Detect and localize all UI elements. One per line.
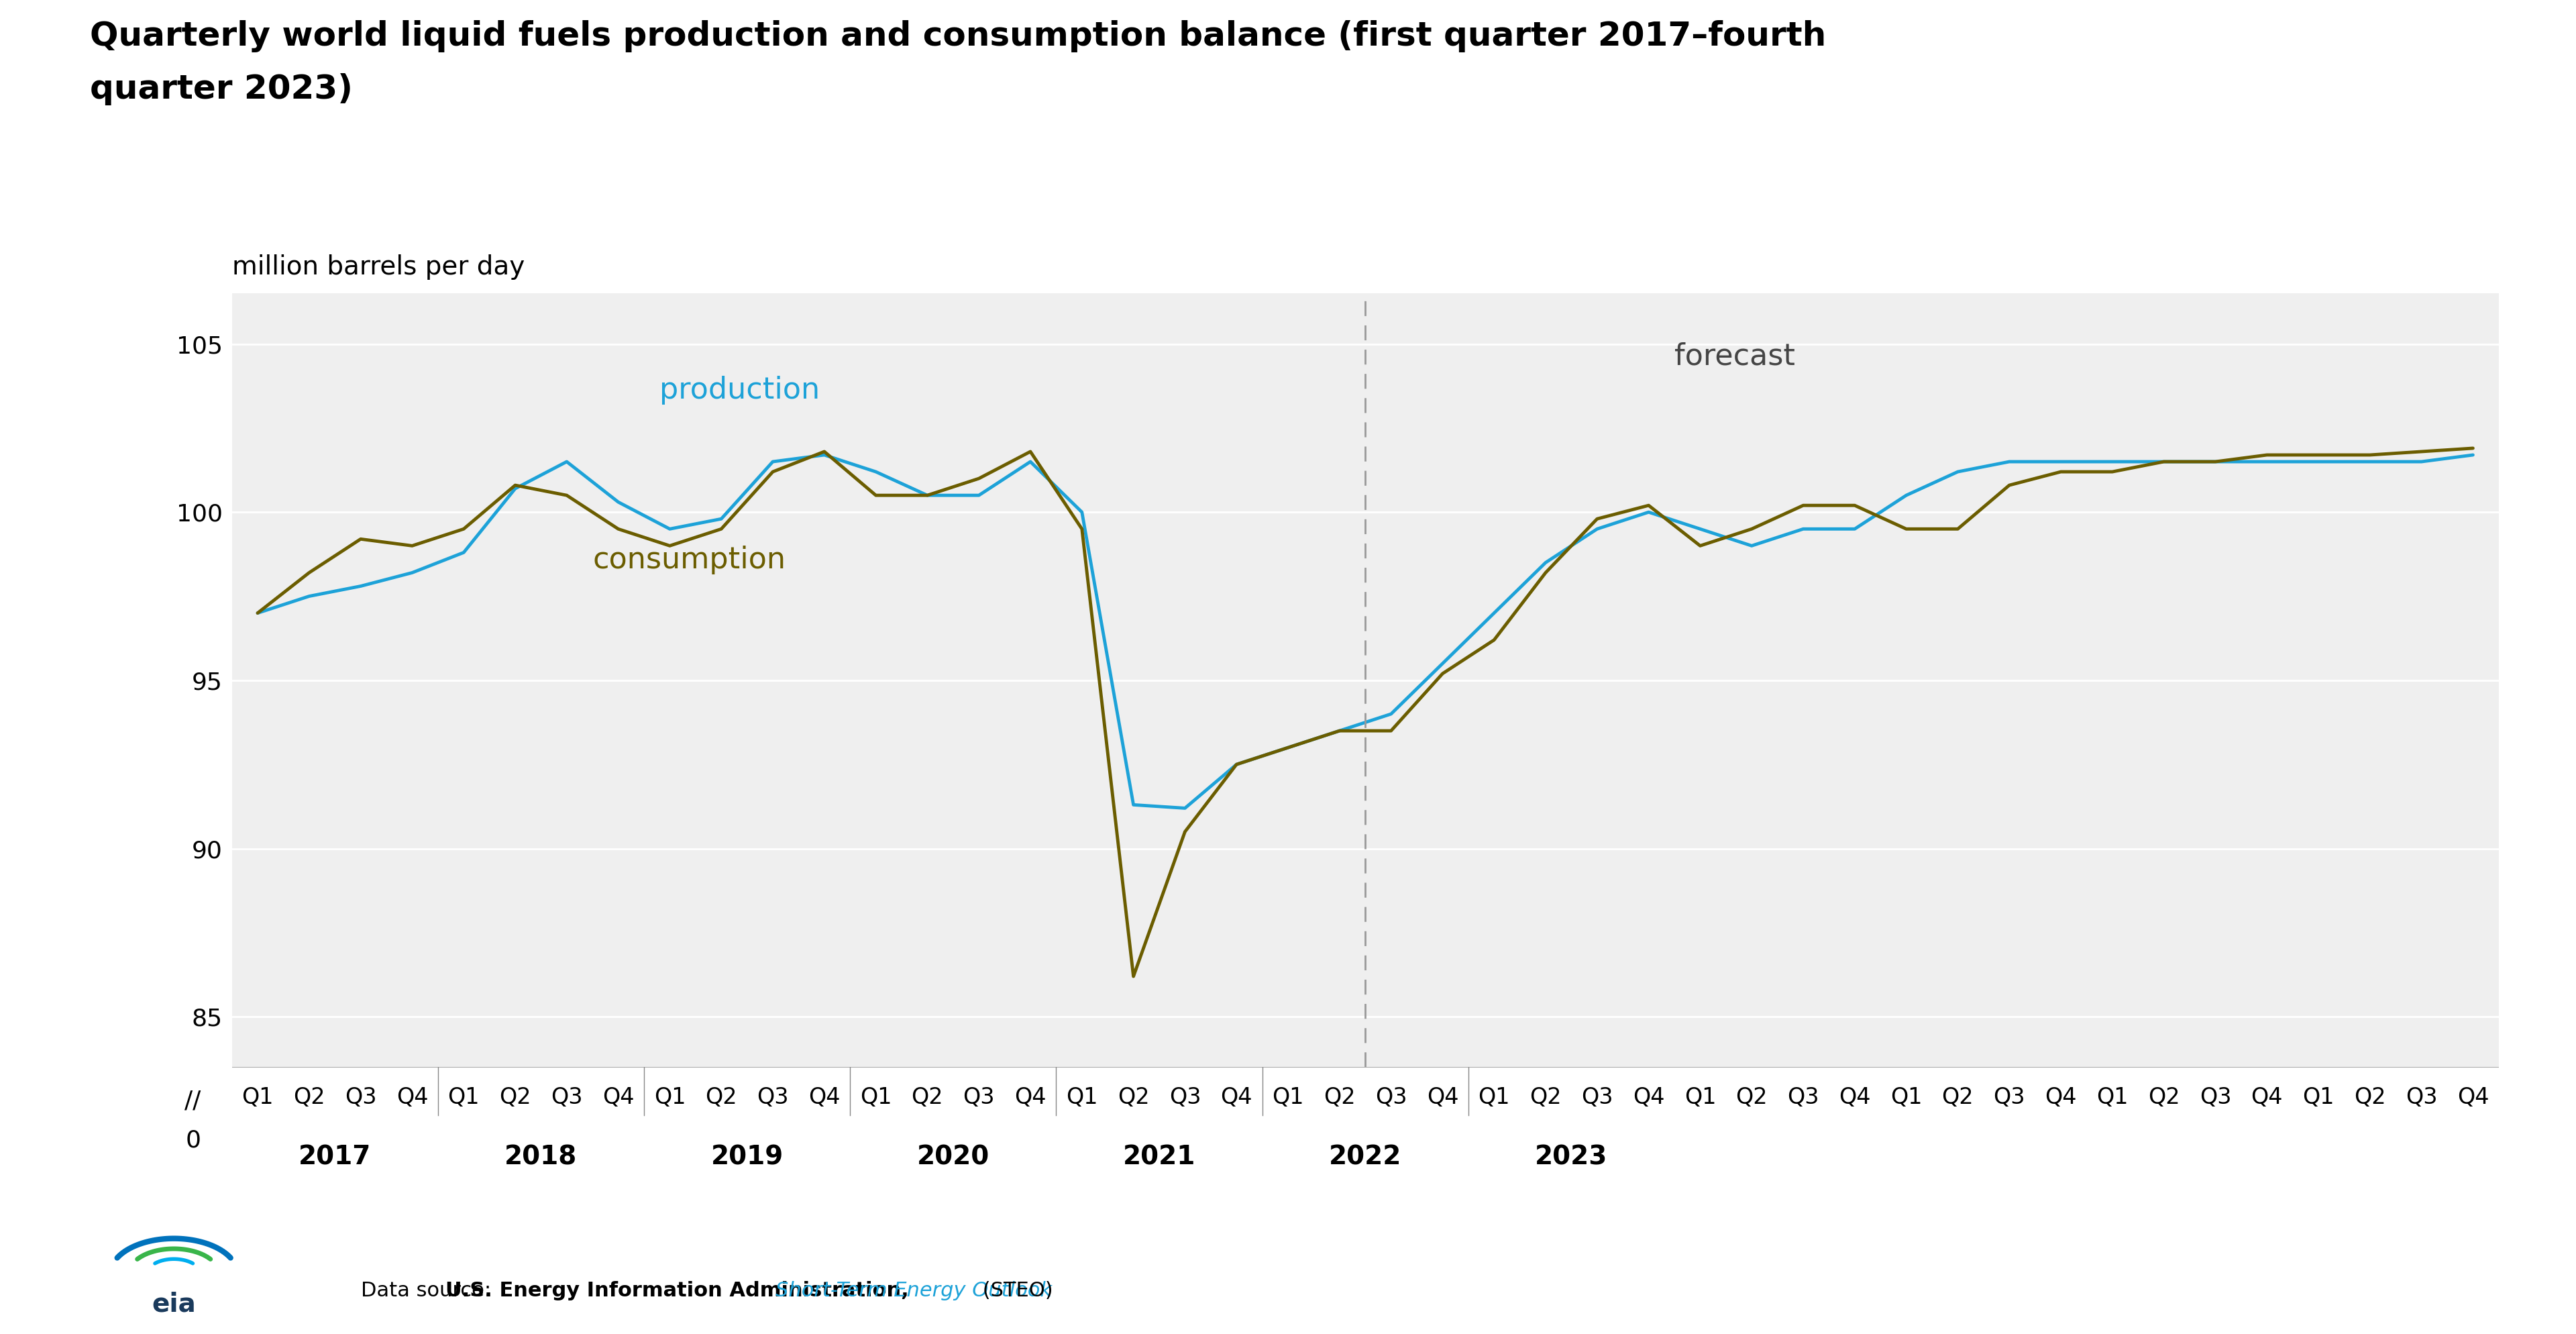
Text: quarter 2023): quarter 2023) xyxy=(90,73,353,105)
Text: Q3: Q3 xyxy=(1376,1086,1406,1109)
Text: Q3: Q3 xyxy=(1582,1086,1613,1109)
Text: 2019: 2019 xyxy=(711,1145,783,1170)
Text: million barrels per day: million barrels per day xyxy=(232,255,526,280)
Text: Q1: Q1 xyxy=(2097,1086,2128,1109)
Text: Q2: Q2 xyxy=(912,1086,943,1109)
Text: U.S. Energy Information Administration,: U.S. Energy Information Administration, xyxy=(446,1281,917,1301)
Text: Q2: Q2 xyxy=(706,1086,737,1109)
Text: //: // xyxy=(185,1089,201,1113)
Text: Q3: Q3 xyxy=(2200,1086,2231,1109)
Text: Q3: Q3 xyxy=(1994,1086,2025,1109)
Text: 2020: 2020 xyxy=(917,1145,989,1170)
Text: Q4: Q4 xyxy=(397,1086,428,1109)
Text: Q4: Q4 xyxy=(2251,1086,2282,1109)
Text: Q3: Q3 xyxy=(963,1086,994,1109)
Text: Q2: Q2 xyxy=(1324,1086,1355,1109)
Text: Q1: Q1 xyxy=(860,1086,891,1109)
Text: 2018: 2018 xyxy=(505,1145,577,1170)
Text: Q3: Q3 xyxy=(1170,1086,1200,1109)
Text: Quarterly world liquid fuels production and consumption balance (first quarter 2: Quarterly world liquid fuels production … xyxy=(90,20,1826,52)
Text: 0: 0 xyxy=(185,1129,201,1153)
Text: Q3: Q3 xyxy=(1788,1086,1819,1109)
Text: 2017: 2017 xyxy=(299,1145,371,1170)
Text: (STEO): (STEO) xyxy=(976,1281,1054,1301)
Text: Q3: Q3 xyxy=(551,1086,582,1109)
Text: Q2: Q2 xyxy=(1736,1086,1767,1109)
Text: Q2: Q2 xyxy=(294,1086,325,1109)
Text: Q1: Q1 xyxy=(448,1086,479,1109)
Text: Q4: Q4 xyxy=(603,1086,634,1109)
Text: Q1: Q1 xyxy=(1685,1086,1716,1109)
Text: Q1: Q1 xyxy=(1273,1086,1303,1109)
Text: 2023: 2023 xyxy=(1535,1145,1607,1170)
Text: forecast: forecast xyxy=(1674,342,1795,371)
Text: Q3: Q3 xyxy=(2406,1086,2437,1109)
Text: Q4: Q4 xyxy=(1839,1086,1870,1109)
Text: Q3: Q3 xyxy=(345,1086,376,1109)
Text: Q4: Q4 xyxy=(809,1086,840,1109)
Text: Q2: Q2 xyxy=(500,1086,531,1109)
Text: Q1: Q1 xyxy=(1066,1086,1097,1109)
Text: Short-Term Energy Outlook: Short-Term Energy Outlook xyxy=(775,1281,1051,1301)
Text: Q4: Q4 xyxy=(1427,1086,1458,1109)
Text: 2021: 2021 xyxy=(1123,1145,1195,1170)
Text: Q4: Q4 xyxy=(2458,1086,2488,1109)
Text: Q1: Q1 xyxy=(654,1086,685,1109)
Text: Q4: Q4 xyxy=(1633,1086,1664,1109)
Text: Q4: Q4 xyxy=(1221,1086,1252,1109)
Text: Q2: Q2 xyxy=(2354,1086,2385,1109)
Text: Q4: Q4 xyxy=(1015,1086,1046,1109)
Text: Q2: Q2 xyxy=(1530,1086,1561,1109)
Text: Q2: Q2 xyxy=(1118,1086,1149,1109)
Text: Q4: Q4 xyxy=(2045,1086,2076,1109)
Text: eia: eia xyxy=(152,1291,196,1317)
Text: Q1: Q1 xyxy=(242,1086,273,1109)
Text: Q2: Q2 xyxy=(1942,1086,1973,1109)
Text: consumption: consumption xyxy=(592,546,786,575)
Text: production: production xyxy=(659,376,819,404)
Text: Q1: Q1 xyxy=(2303,1086,2334,1109)
Text: Data source:: Data source: xyxy=(361,1281,497,1301)
Text: Q3: Q3 xyxy=(757,1086,788,1109)
Text: Q1: Q1 xyxy=(1479,1086,1510,1109)
Text: 2022: 2022 xyxy=(1329,1145,1401,1170)
Text: Q1: Q1 xyxy=(1891,1086,1922,1109)
Text: Q2: Q2 xyxy=(2148,1086,2179,1109)
